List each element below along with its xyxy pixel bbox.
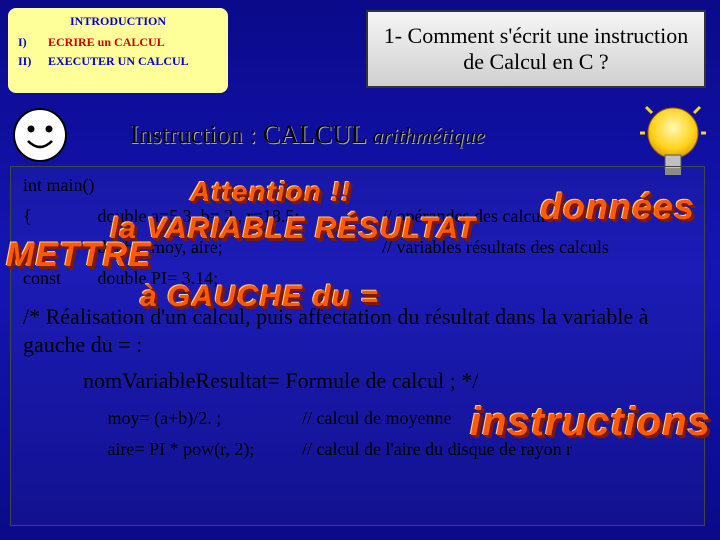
code-comment: // opérandes des calculs (382, 206, 552, 227)
code-line: int main() (23, 175, 692, 196)
title-text: 1- Comment s'écrit une instruction de Ca… (372, 23, 700, 75)
code-line: double moy, aire; // variables résultats… (23, 237, 692, 258)
code-expr: moy= (a+b)/2. ; (108, 408, 298, 429)
brace: { (23, 206, 93, 227)
toc-box: INTRODUCTION I) ECRIRE un CALCUL II) EXE… (8, 8, 228, 93)
const-kw: const (23, 268, 93, 289)
subtitle-main: Instruction : CALCUL (130, 120, 367, 149)
toc-row: II) EXECUTER UN CALCUL (18, 54, 218, 69)
toc-intro: INTRODUCTION (18, 14, 218, 29)
code-comment: // variables résultats des calculs (382, 237, 609, 258)
formula-line: nomVariableResultat= Formule de calcul ;… (83, 368, 692, 394)
toc-label-1: ECRIRE un CALCUL (48, 35, 165, 50)
smiley-icon (10, 105, 70, 165)
comment-block: /* Réalisation d'un calcul, puis affecta… (23, 303, 692, 358)
code-expr: aire= PI * pow(r, 2); (108, 439, 298, 460)
title-box: 1- Comment s'écrit une instruction de Ca… (366, 10, 706, 88)
decl: double a=5.3, b= 2., r=18.5; (98, 206, 378, 227)
toc-row: I) ECRIRE un CALCUL (18, 35, 218, 50)
code-panel: int main() { double a=5.3, b= 2., r=18.5… (10, 166, 705, 526)
code-line: { double a=5.3, b= 2., r=18.5; // opéran… (23, 206, 692, 227)
toc-key-1: I) (18, 35, 48, 50)
code-line: const double PI= 3.14; (23, 268, 692, 289)
subtitle-ital: arithmétique (367, 123, 485, 148)
decl: double PI= 3.14; (98, 268, 378, 289)
code-comment: // calcul de moyenne (302, 408, 451, 428)
subtitle: Instruction : CALCUL arithmétique (130, 120, 485, 150)
toc-label-2: EXECUTER UN CALCUL (48, 54, 189, 69)
decl: double moy, aire; (98, 237, 378, 258)
code-line: moy= (a+b)/2. ; // calcul de moyenne (23, 408, 692, 429)
toc-key-2: II) (18, 54, 48, 69)
code-comment: // calcul de l'aire du disque de rayon r (302, 439, 572, 459)
code-line: aire= PI * pow(r, 2); // calcul de l'air… (23, 439, 692, 460)
